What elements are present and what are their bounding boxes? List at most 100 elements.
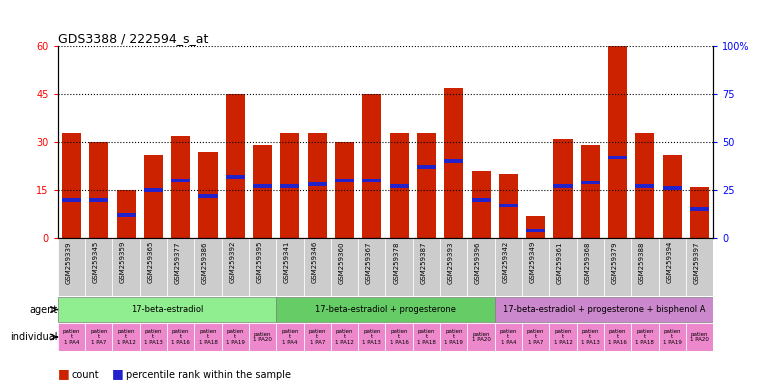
Bar xyxy=(304,323,331,351)
Bar xyxy=(85,238,113,296)
Bar xyxy=(412,238,440,296)
Bar xyxy=(281,132,299,238)
Bar xyxy=(554,184,573,188)
Bar xyxy=(554,139,573,238)
Bar xyxy=(444,159,463,163)
Bar xyxy=(144,188,163,192)
Bar xyxy=(631,238,658,296)
Bar xyxy=(62,132,81,238)
Text: patien
t
1 PA16: patien t 1 PA16 xyxy=(608,329,627,345)
Text: GSM259395: GSM259395 xyxy=(257,241,263,283)
Text: patien
t
1 PA12: patien t 1 PA12 xyxy=(554,329,572,345)
Text: 17-beta-estradiol + progesterone: 17-beta-estradiol + progesterone xyxy=(315,305,456,314)
Bar xyxy=(604,238,631,296)
Text: patien
t
1 PA13: patien t 1 PA13 xyxy=(581,329,600,345)
Bar xyxy=(604,323,631,351)
Text: GSM259349: GSM259349 xyxy=(530,241,536,283)
Text: GSM259345: GSM259345 xyxy=(93,241,99,283)
Bar xyxy=(113,323,140,351)
Text: ■: ■ xyxy=(112,367,123,380)
Text: GSM259379: GSM259379 xyxy=(611,241,618,283)
Bar xyxy=(198,194,217,198)
Bar xyxy=(140,238,167,296)
Bar xyxy=(581,180,600,184)
Text: GSM259396: GSM259396 xyxy=(475,241,481,283)
Bar xyxy=(577,238,604,296)
Bar xyxy=(226,94,245,238)
Text: GSM259342: GSM259342 xyxy=(503,241,508,283)
Text: individual: individual xyxy=(10,332,57,342)
Bar xyxy=(526,228,545,232)
Text: patien
t
1 PA19: patien t 1 PA19 xyxy=(444,329,463,345)
Text: GSM259367: GSM259367 xyxy=(366,241,372,283)
Bar xyxy=(608,156,627,159)
Bar xyxy=(444,88,463,238)
Text: percentile rank within the sample: percentile rank within the sample xyxy=(126,370,291,380)
Bar xyxy=(194,323,222,351)
Bar xyxy=(62,198,81,202)
Text: patien
t
1 PA16: patien t 1 PA16 xyxy=(171,329,190,345)
Text: patien
1 PA20: patien 1 PA20 xyxy=(253,332,272,342)
Bar xyxy=(608,46,627,238)
Text: GSM259360: GSM259360 xyxy=(338,241,345,283)
Bar xyxy=(335,142,354,238)
Bar xyxy=(276,323,304,351)
Bar xyxy=(221,323,249,351)
Bar xyxy=(89,142,109,238)
Bar xyxy=(549,323,577,351)
Text: patien
t
1 PA13: patien t 1 PA13 xyxy=(144,329,163,345)
Text: GSM259359: GSM259359 xyxy=(120,241,126,283)
Bar xyxy=(581,145,600,238)
Text: GSM259386: GSM259386 xyxy=(202,241,208,283)
Text: GSM259368: GSM259368 xyxy=(584,241,591,283)
Text: GSM259387: GSM259387 xyxy=(420,241,426,283)
Bar xyxy=(495,238,522,296)
Bar xyxy=(635,184,655,188)
Bar xyxy=(58,297,276,322)
Bar xyxy=(58,238,85,296)
Bar xyxy=(417,165,436,169)
Bar xyxy=(253,145,272,238)
Bar xyxy=(167,323,194,351)
Bar xyxy=(499,204,518,207)
Text: GSM259346: GSM259346 xyxy=(311,241,317,283)
Bar xyxy=(144,155,163,238)
Bar xyxy=(549,238,577,296)
Bar xyxy=(167,238,194,296)
Bar xyxy=(467,323,495,351)
Bar xyxy=(690,207,709,211)
Bar xyxy=(276,238,304,296)
Bar xyxy=(386,238,412,296)
Text: patien
1 PA20: patien 1 PA20 xyxy=(690,332,709,342)
Text: GSM259392: GSM259392 xyxy=(229,241,235,283)
Bar xyxy=(304,238,331,296)
Bar xyxy=(89,198,109,202)
Bar xyxy=(690,187,709,238)
Bar xyxy=(359,238,386,296)
Bar xyxy=(658,323,686,351)
Bar xyxy=(140,323,167,351)
Text: count: count xyxy=(72,370,99,380)
Text: patien
t
1 PA19: patien t 1 PA19 xyxy=(663,329,682,345)
Bar xyxy=(686,238,713,296)
Bar xyxy=(386,323,412,351)
Bar xyxy=(495,297,713,322)
Text: patien
t
1 PA7: patien t 1 PA7 xyxy=(90,329,107,345)
Bar xyxy=(440,323,467,351)
Bar xyxy=(331,238,359,296)
Bar xyxy=(308,132,327,238)
Text: patien
t
1 PA7: patien t 1 PA7 xyxy=(527,329,544,345)
Text: patien
t
1 PA18: patien t 1 PA18 xyxy=(199,329,217,345)
Bar xyxy=(686,323,713,351)
Text: GSM259339: GSM259339 xyxy=(66,241,72,283)
Text: GSM259341: GSM259341 xyxy=(284,241,290,283)
Text: patien
t
1 PA12: patien t 1 PA12 xyxy=(335,329,354,345)
Bar xyxy=(335,179,354,182)
Bar xyxy=(308,182,327,186)
Bar xyxy=(221,238,249,296)
Text: patien
1 PA20: patien 1 PA20 xyxy=(472,332,490,342)
Bar xyxy=(440,238,467,296)
Bar xyxy=(194,238,222,296)
Bar xyxy=(362,94,382,238)
Text: ■: ■ xyxy=(58,367,69,380)
